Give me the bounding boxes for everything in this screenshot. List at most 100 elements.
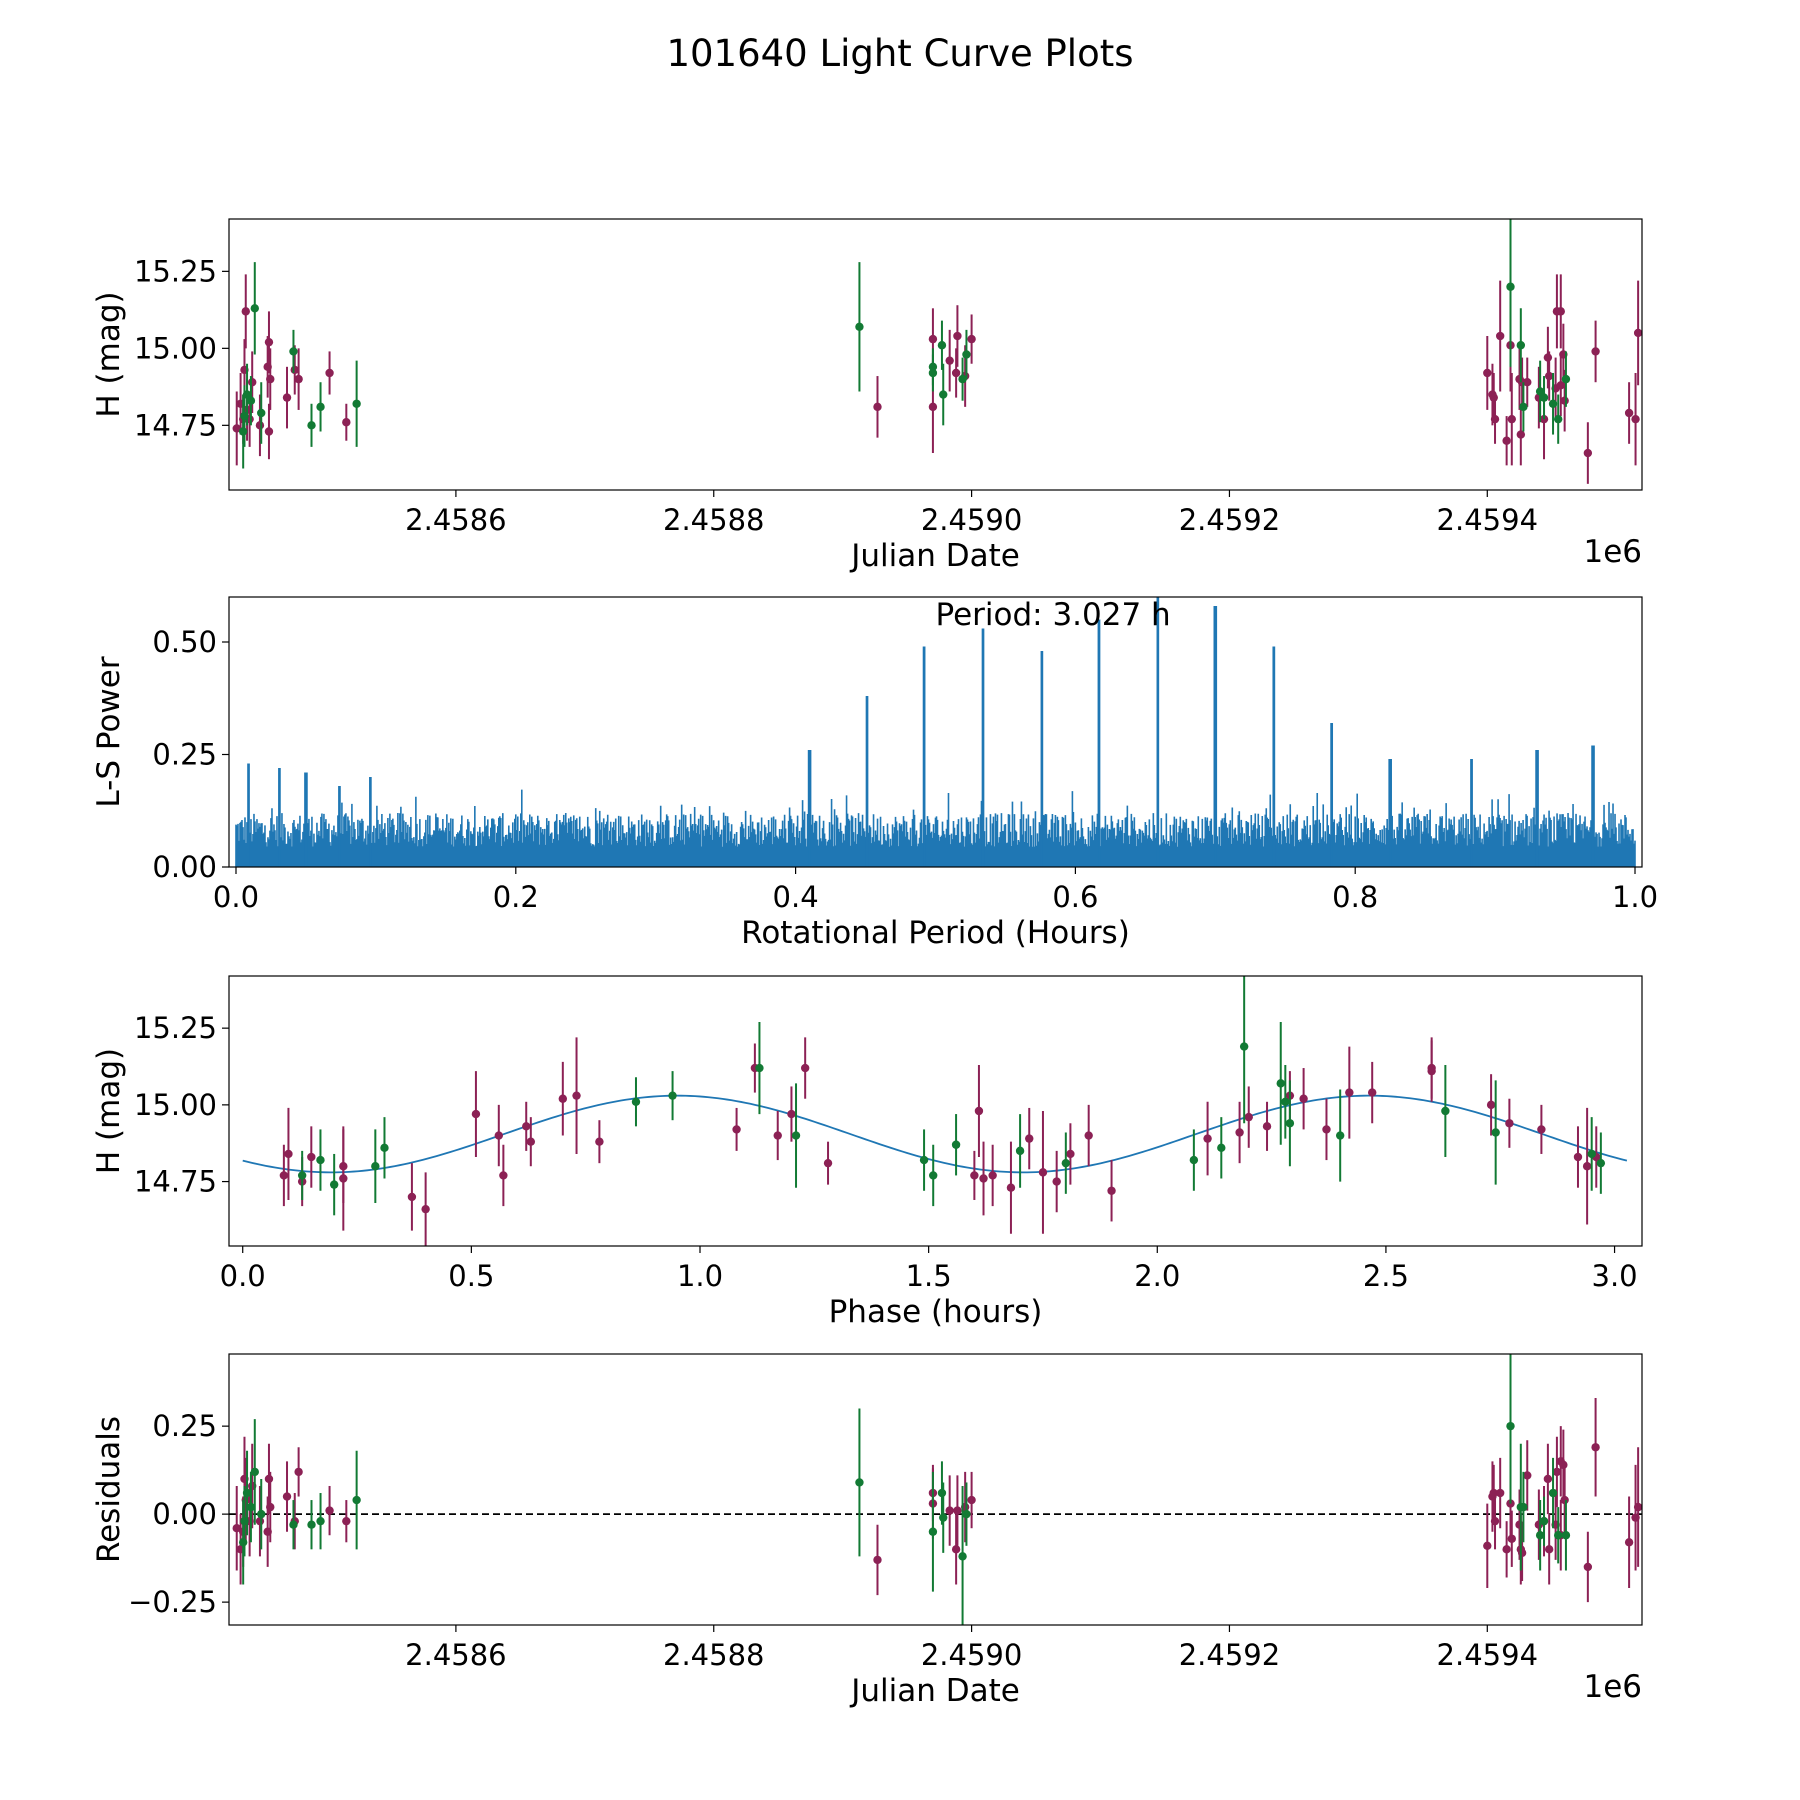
data-point: [873, 1555, 882, 1565]
data-point: [1516, 341, 1526, 350]
data-point: [855, 1478, 864, 1487]
data-point: [297, 1171, 307, 1180]
data-point: [1276, 1079, 1285, 1088]
x-axis-label: Phase (hours): [829, 1294, 1043, 1330]
data-point: [294, 1467, 303, 1477]
data-point: [1490, 414, 1500, 424]
data-point: [979, 1174, 988, 1183]
y-tick-label: 0.25: [152, 738, 217, 772]
data-point: [1441, 1106, 1450, 1116]
data-point: [282, 393, 292, 402]
data-point: [1535, 387, 1545, 396]
data-point: [951, 1140, 961, 1149]
series-g: [238, 219, 1571, 469]
axes-frame: [228, 218, 1643, 491]
data-point: [631, 1097, 641, 1106]
data-point: [1486, 1100, 1496, 1110]
data-point: [339, 1174, 348, 1183]
x-tick-label: 1.0: [1612, 880, 1658, 914]
data-point: [1633, 328, 1642, 338]
data-point: [1523, 1471, 1532, 1480]
x-tick-label: 0.8: [1332, 880, 1378, 914]
data-point: [1633, 1502, 1642, 1512]
data-point: [1539, 393, 1549, 402]
data-point: [939, 1513, 948, 1522]
x-tick-label: 0.0: [220, 1259, 266, 1293]
data-point: [800, 1063, 810, 1073]
data-point: [1235, 1128, 1244, 1137]
data-point: [928, 1527, 938, 1536]
data-point: [307, 421, 316, 430]
data-point: [928, 402, 938, 412]
data-point: [572, 1091, 581, 1100]
panel-lightcurve: 2.4586 2.4588 2.4590 2.4592 2.4594 14.75 15.00…: [91, 218, 1643, 574]
data-point: [1548, 1488, 1558, 1498]
data-point: [937, 1488, 947, 1498]
data-point: [928, 334, 938, 344]
x-tick-label: 0.4: [773, 880, 819, 914]
data-point: [945, 1506, 954, 1515]
x-axis-label: Julian Date: [849, 1673, 1020, 1709]
data-point: [380, 1143, 389, 1153]
data-point: [791, 1131, 801, 1140]
x-tick-label: 0.6: [1052, 880, 1098, 914]
data-point: [1561, 374, 1571, 384]
data-point: [352, 1495, 361, 1505]
data-point: [1203, 1134, 1212, 1143]
y-tick-label: 0.00: [152, 850, 217, 884]
data-point: [1523, 378, 1532, 387]
data-point: [1483, 1541, 1492, 1551]
data-point: [958, 1552, 967, 1561]
x-tick-label: 2.4586: [405, 503, 506, 537]
data-point: [1490, 1516, 1500, 1526]
data-point: [1491, 1128, 1500, 1137]
data-point: [1038, 1168, 1048, 1177]
data-point: [499, 1171, 508, 1180]
data-point: [232, 424, 241, 433]
data-point: [967, 334, 976, 344]
periodogram-line: [235, 597, 1636, 867]
data-point: [325, 1506, 334, 1515]
data-point: [238, 1538, 248, 1547]
axes-frame: [228, 596, 1643, 868]
data-point: [1507, 414, 1516, 424]
data-point: [953, 331, 962, 341]
data-point: [928, 362, 938, 372]
data-point: [325, 368, 334, 378]
y-tick-label: 14.75: [134, 1165, 217, 1199]
data-point: [1553, 414, 1563, 424]
data-point: [1495, 1488, 1505, 1498]
data-point: [1543, 1474, 1553, 1484]
panels: 2.4586 2.4588 2.4590 2.4592 2.4594 14.75 15.00…: [91, 218, 1658, 1709]
data-point: [471, 1109, 481, 1119]
data-point: [951, 368, 961, 378]
panel-residuals: 2.4586 2.4588 2.4590 2.4592 2.4594 −0.25 0.00 0…: [91, 1353, 1643, 1709]
y-tick-label: 15.00: [134, 1088, 217, 1122]
x-tick-label: 2.4590: [921, 503, 1022, 537]
data-point: [246, 396, 256, 405]
data-point: [342, 1516, 351, 1526]
data-point: [1516, 430, 1526, 439]
data-point: [1495, 331, 1505, 341]
period-annotation: Period: 3.027 h: [936, 597, 1171, 633]
data-point: [316, 1155, 325, 1165]
data-point: [316, 1516, 325, 1526]
data-point: [1573, 1152, 1583, 1162]
data-point: [962, 1509, 971, 1519]
series-g: [297, 976, 1606, 1216]
data-point: [264, 1474, 274, 1484]
data-point: [1483, 368, 1492, 378]
data-point: [250, 1467, 259, 1477]
x-tick-label: 2.4590: [921, 1638, 1022, 1672]
data-point: [1624, 1538, 1634, 1547]
data-point: [1507, 1534, 1516, 1543]
data-point: [1596, 1158, 1606, 1168]
data-point: [595, 1137, 604, 1146]
data-point: [242, 1488, 252, 1498]
data-point: [1552, 1467, 1562, 1477]
data-point: [1539, 1516, 1549, 1526]
data-point: [282, 1492, 292, 1501]
data-point: [1084, 1131, 1093, 1140]
x-tick-label: 2.4592: [1179, 1638, 1280, 1672]
fit-curve: [242, 1094, 1628, 1174]
